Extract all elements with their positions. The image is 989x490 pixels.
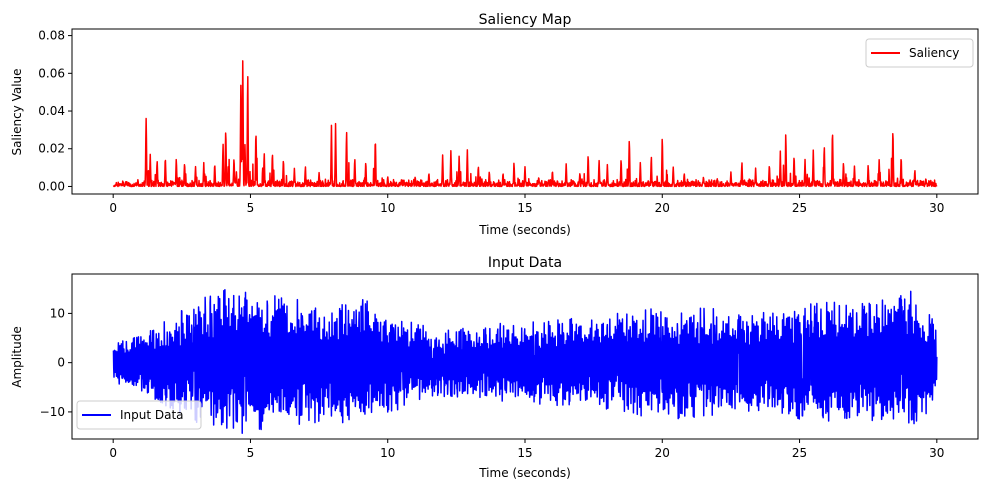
- saliency-legend-box: [865, 38, 974, 68]
- input-data-x-ticks: 0 5 10 15 20 25 30: [109, 439, 944, 460]
- saliency-y-tick-label: 0.02: [38, 142, 65, 156]
- saliency-plot-area: [71, 28, 979, 195]
- saliency-series-line: [112, 60, 938, 188]
- input-data-legend: Input Data: [76, 400, 202, 430]
- saliency-x-tick-label: 25: [792, 201, 807, 215]
- saliency-legend: Saliency: [865, 38, 974, 68]
- input-data-x-tick-label: 20: [655, 446, 670, 460]
- saliency-x-tick-label: 10: [380, 201, 395, 215]
- saliency-x-tick-label: 20: [655, 201, 670, 215]
- input-data-plot-area: [71, 273, 979, 440]
- saliency-x-axis-label: Time (seconds): [478, 223, 571, 237]
- saliency-series: [112, 60, 938, 188]
- saliency-x-tick-label: 0: [109, 201, 117, 215]
- saliency-x-tick-label: 30: [929, 201, 944, 215]
- input-data-x-tick-label: 25: [792, 446, 807, 460]
- input-data-legend-box: [76, 400, 202, 430]
- saliency-x-tick-label: 15: [517, 201, 532, 215]
- saliency-y-tick-label: 0.00: [38, 179, 65, 193]
- saliency-y-tick-label: 0.08: [38, 29, 65, 43]
- input-data-y-axis-label: Amplitude: [10, 326, 24, 388]
- input-data-x-tick-label: 5: [247, 446, 255, 460]
- input-data-x-tick-label: 15: [517, 446, 532, 460]
- input-data-x-tick-label: 10: [380, 446, 395, 460]
- input-data-y-tick-label: −10: [40, 405, 65, 419]
- input-data-y-tick-label: 0: [57, 356, 65, 370]
- saliency-x-tick-label: 5: [247, 201, 255, 215]
- saliency-y-tick-label: 0.04: [38, 104, 65, 118]
- saliency-y-ticks: 0.00 0.02 0.04 0.06 0.08: [38, 29, 72, 193]
- saliency-title: Saliency Map: [479, 12, 572, 28]
- input-data-legend-label: Input Data: [120, 408, 184, 422]
- input-data-series-line: [112, 289, 938, 435]
- input-data-x-tick-label: 0: [109, 446, 117, 460]
- saliency-x-ticks: 0 5 10 15 20 25 30: [109, 194, 944, 215]
- input-data-x-axis-label: Time (seconds): [478, 466, 571, 480]
- input-data-y-tick-label: 10: [50, 306, 65, 320]
- saliency-panel: Saliency Map 0 5 10 15 20 25 30 0.000.020.040.…: [10, 12, 979, 237]
- input-data-y-ticks: −10 0 10: [40, 306, 72, 419]
- input-data-series: [112, 289, 938, 435]
- input-data-panel: Input Data 0 5 10 15 20 25 30 −10 0 10 Time (sec…: [10, 255, 979, 480]
- saliency-legend-label: Saliency: [909, 46, 959, 60]
- saliency-y-axis-label: Saliency Value: [10, 68, 24, 155]
- input-data-x-tick-label: 30: [929, 446, 944, 460]
- input-data-title: Input Data: [488, 255, 562, 271]
- saliency-y-tick-label: 0.06: [38, 66, 65, 80]
